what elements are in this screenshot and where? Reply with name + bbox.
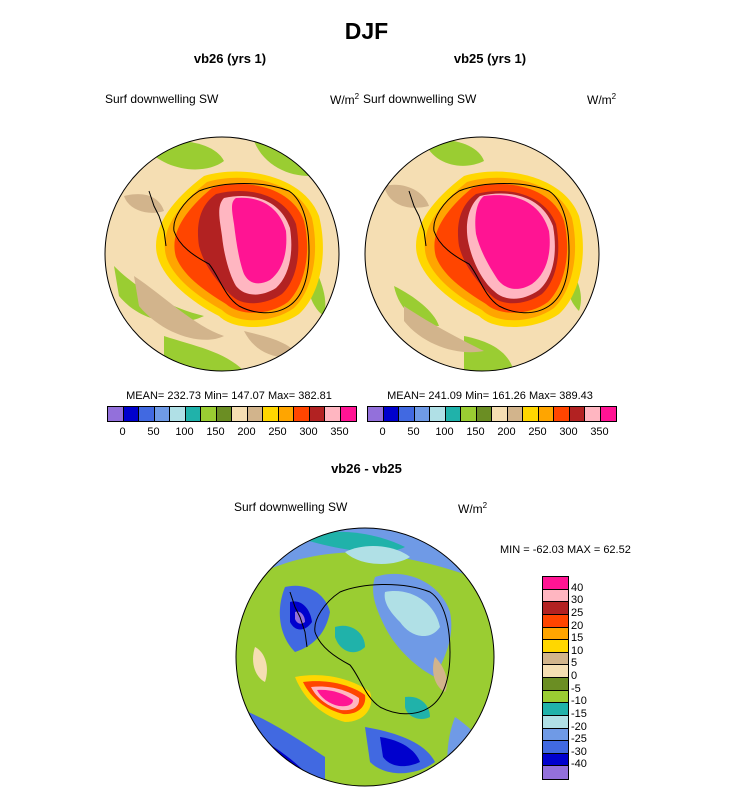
colorbar-tick-label: 150	[206, 426, 225, 438]
colorbar-swatch	[123, 407, 139, 421]
colorbar-swatch	[430, 407, 446, 421]
colorbar-swatch	[445, 407, 461, 421]
colorbar-swatch	[340, 407, 356, 421]
colorbar-tick-label: 50	[147, 426, 160, 438]
colorbar-swatch	[538, 407, 554, 421]
colorbar-swatch	[383, 407, 399, 421]
colorbar-tick-label: -10	[571, 695, 587, 708]
panel-1-stats: MEAN= 232.73 Min= 147.07 Max= 382.81	[126, 390, 332, 402]
colorbar-swatch	[569, 407, 585, 421]
colorbar-swatch	[232, 407, 248, 421]
colorbar-tick-label: 15	[571, 632, 584, 645]
colorbar-swatch	[170, 407, 186, 421]
colorbar-swatch	[543, 627, 568, 641]
panel-2-variable: Surf downwelling SW	[363, 92, 477, 106]
colorbar-tick-label: 0	[119, 426, 126, 438]
colorbar-tick-label: 200	[237, 426, 256, 438]
colorbar-tick-label: 0	[379, 426, 386, 438]
panel-1-subtitle: vb26 (yrs 1)	[193, 51, 267, 66]
colorbar-swatch	[185, 407, 201, 421]
colorbar-tick-label: 200	[497, 426, 516, 438]
colorbar-swatch	[263, 407, 279, 421]
colorbar-swatch	[543, 678, 568, 691]
colorbar-swatch	[543, 753, 568, 767]
colorbar-tick-label: 25	[571, 606, 584, 619]
colorbar-tick-label: -5	[571, 682, 581, 695]
colorbar-tick-label: 5	[571, 657, 578, 670]
colorbar-swatch	[523, 407, 539, 421]
colorbar-swatch	[543, 602, 568, 615]
panel-1-units: W/m2	[330, 92, 360, 107]
colorbar-swatch	[600, 407, 616, 421]
colorbar-swatch	[554, 407, 570, 421]
panel-1-colorbar	[107, 406, 357, 422]
diff-units: W/m2	[458, 501, 488, 516]
colorbar-swatch	[543, 640, 568, 653]
colorbar-tick-label: 40	[571, 581, 584, 594]
panel-2-units: W/m2	[587, 92, 617, 107]
colorbar-swatch	[543, 703, 568, 716]
panel-1-map	[104, 136, 340, 372]
colorbar-tick-label: 350	[590, 426, 609, 438]
colorbar-swatch	[543, 715, 568, 729]
diff-map	[235, 527, 495, 787]
colorbar-tick-label: 10	[571, 644, 584, 657]
diff-colorbar	[542, 576, 569, 780]
colorbar-swatch	[543, 614, 568, 628]
colorbar-swatch	[543, 577, 568, 590]
colorbar-tick-label: 300	[559, 426, 578, 438]
colorbar-swatch	[399, 407, 415, 421]
colorbar-swatch	[543, 728, 568, 742]
diff-variable: Surf downwelling SW	[234, 500, 348, 514]
diff-stats: MIN = -62.03 MAX = 62.52	[500, 544, 631, 556]
colorbar-tick-label: 250	[268, 426, 287, 438]
colorbar-swatch	[108, 407, 124, 421]
panel-2-colorbar	[367, 406, 617, 422]
colorbar-swatch	[216, 407, 232, 421]
colorbar-tick-label: -20	[571, 720, 587, 733]
colorbar-swatch	[414, 407, 430, 421]
colorbar-swatch	[154, 407, 170, 421]
colorbar-swatch	[585, 407, 601, 421]
colorbar-swatch	[543, 690, 568, 704]
colorbar-swatch	[139, 407, 155, 421]
colorbar-swatch	[247, 407, 263, 421]
colorbar-tick-label: 100	[175, 426, 194, 438]
colorbar-swatch	[461, 407, 477, 421]
colorbar-swatch	[543, 589, 568, 603]
panel-1-variable: Surf downwelling SW	[105, 92, 219, 106]
colorbar-swatch	[543, 652, 568, 666]
colorbar-tick-label: -25	[571, 733, 587, 746]
colorbar-tick-label: 30	[571, 594, 584, 607]
colorbar-tick-label: 300	[299, 426, 318, 438]
colorbar-tick-label: 250	[528, 426, 547, 438]
diff-subtitle: vb26 - vb25	[331, 461, 402, 476]
colorbar-swatch	[476, 407, 492, 421]
colorbar-swatch	[492, 407, 508, 421]
colorbar-tick-label: 100	[435, 426, 454, 438]
colorbar-tick-label: 150	[466, 426, 485, 438]
colorbar-tick-label: 350	[330, 426, 349, 438]
colorbar-tick-label: -40	[571, 758, 587, 771]
colorbar-swatch	[368, 407, 384, 421]
colorbar-swatch	[507, 407, 523, 421]
colorbar-swatch	[543, 665, 568, 678]
colorbar-swatch	[201, 407, 217, 421]
colorbar-tick-label: 20	[571, 619, 584, 632]
colorbar-swatch	[325, 407, 341, 421]
colorbar-tick-label: -30	[571, 745, 587, 758]
page-title: DJF	[344, 18, 389, 44]
panel-2-map	[364, 136, 600, 372]
colorbar-swatch	[278, 407, 294, 421]
colorbar-swatch	[309, 407, 325, 421]
colorbar-swatch	[543, 741, 568, 754]
panel-2-stats: MEAN= 241.09 Min= 161.26 Max= 389.43	[387, 390, 593, 402]
panel-2-subtitle: vb25 (yrs 1)	[453, 51, 527, 66]
colorbar-swatch	[294, 407, 310, 421]
colorbar-tick-label: -15	[571, 707, 587, 720]
colorbar-tick-label: 50	[407, 426, 420, 438]
colorbar-swatch	[543, 766, 568, 779]
colorbar-tick-label: 0	[571, 670, 578, 682]
